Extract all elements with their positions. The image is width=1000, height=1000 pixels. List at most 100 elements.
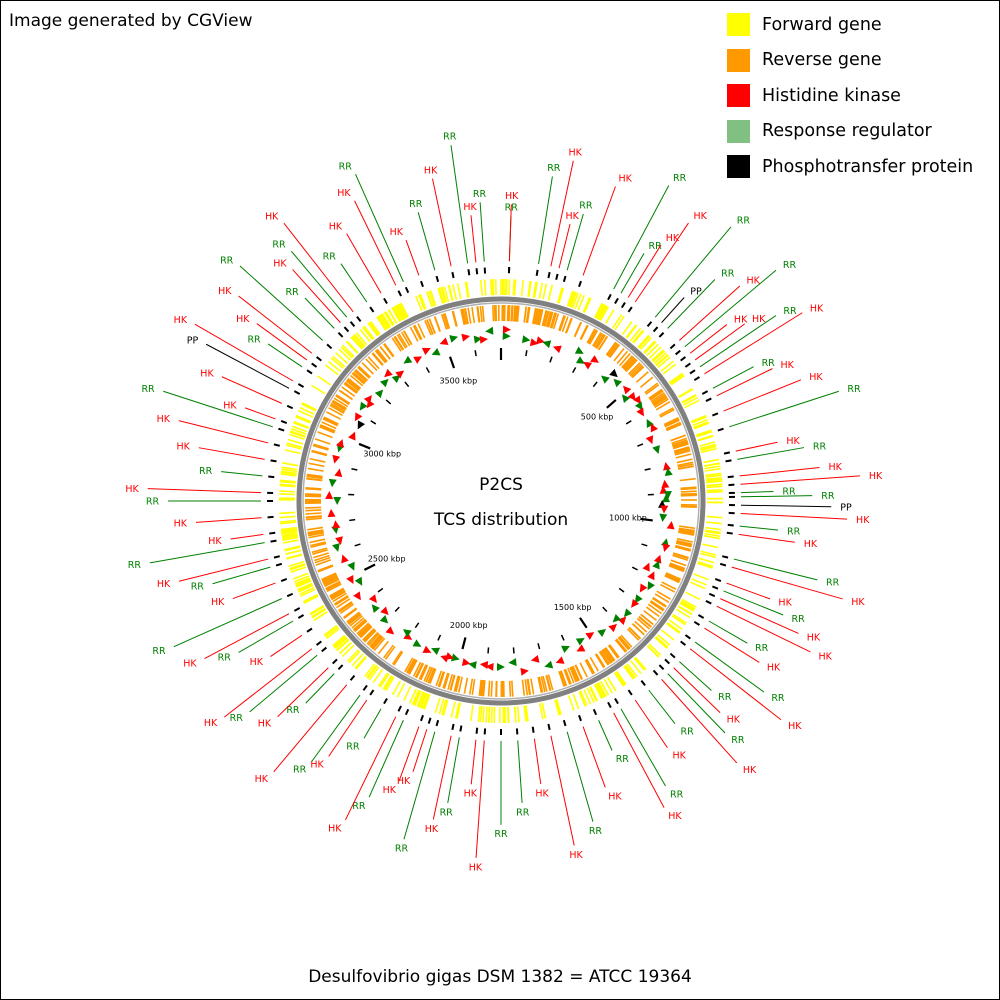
reverse-gene-mark bbox=[332, 592, 347, 603]
reverse-gene-mark bbox=[628, 362, 641, 375]
reverse-gene-mark bbox=[547, 674, 554, 691]
hk-marker bbox=[653, 554, 662, 564]
feature-callout-line bbox=[304, 297, 335, 329]
reverse-gene-mark bbox=[306, 475, 323, 480]
forward-gene-mark bbox=[293, 575, 310, 583]
forward-gene-mark bbox=[346, 649, 360, 662]
reverse-gene-mark bbox=[309, 538, 326, 544]
forward-gene-mark bbox=[317, 375, 332, 386]
forward-gene-mark bbox=[691, 416, 707, 424]
hk-marker bbox=[479, 661, 489, 669]
minor-tick bbox=[385, 399, 392, 405]
forward-gene-mark bbox=[704, 530, 721, 535]
reverse-gene-mark bbox=[383, 343, 394, 358]
forward-gene-mark bbox=[524, 705, 529, 722]
hk-marker bbox=[363, 395, 372, 404]
reverse-gene-mark bbox=[333, 595, 349, 605]
feature-callout-line bbox=[582, 186, 616, 276]
reverse-gene-mark bbox=[357, 623, 371, 636]
minor-tick bbox=[351, 468, 358, 471]
reverse-gene-mark bbox=[510, 305, 513, 322]
feature-callout-line bbox=[708, 620, 748, 644]
forward-gene-mark bbox=[491, 279, 494, 296]
forward-gene-mark bbox=[289, 431, 306, 438]
hk-marker bbox=[353, 591, 361, 601]
rr-marker bbox=[333, 497, 342, 505]
feature-callout-line bbox=[149, 542, 265, 564]
forward-gene-mark bbox=[705, 521, 722, 525]
feature-label: HK bbox=[174, 315, 188, 326]
reverse-gene-mark bbox=[345, 380, 360, 392]
reverse-gene-mark bbox=[449, 674, 456, 691]
reverse-gene-mark bbox=[379, 346, 391, 360]
reverse-gene-mark bbox=[330, 589, 345, 599]
forward-gene-mark bbox=[295, 578, 311, 587]
forward-gene-mark bbox=[651, 349, 665, 362]
forward-gene-mark bbox=[637, 334, 650, 348]
feature-callout-line bbox=[729, 390, 839, 428]
reverse-gene-mark bbox=[622, 356, 635, 370]
feature-ring-tick bbox=[349, 321, 356, 327]
feature-label: RR bbox=[409, 199, 423, 210]
forward-gene-mark bbox=[605, 309, 615, 324]
feature-callout-line bbox=[470, 739, 477, 785]
minor-tick bbox=[549, 356, 553, 363]
reverse-gene-mark bbox=[334, 596, 349, 606]
reverse-gene-mark bbox=[463, 677, 469, 694]
forward-gene-mark bbox=[280, 470, 297, 475]
forward-gene-mark bbox=[417, 691, 426, 708]
feature-label: RR bbox=[648, 241, 662, 252]
feature-label: HK bbox=[337, 188, 351, 199]
feature-callout-line bbox=[212, 566, 271, 585]
forward-gene-mark bbox=[594, 302, 603, 318]
rr-marker bbox=[634, 401, 643, 411]
feature-label: HK bbox=[856, 515, 870, 526]
feature-callout-line bbox=[475, 740, 485, 858]
reverse-gene-mark bbox=[460, 308, 466, 325]
feature-label: HK bbox=[569, 850, 583, 861]
hk-marker bbox=[502, 325, 511, 334]
minor-tick bbox=[370, 420, 377, 425]
reverse-gene-mark bbox=[674, 447, 690, 453]
forward-gene-mark bbox=[662, 363, 677, 375]
forward-gene-mark bbox=[538, 282, 544, 299]
feature-label: HK bbox=[425, 824, 439, 835]
feature-ring-tick bbox=[535, 269, 539, 276]
forward-gene-mark bbox=[450, 701, 456, 718]
forward-gene-mark bbox=[284, 545, 301, 551]
feature-label: HK bbox=[383, 785, 397, 796]
feature-label: HK bbox=[157, 579, 171, 590]
feature-callout-line bbox=[620, 708, 666, 787]
feature-callout-line bbox=[740, 513, 848, 520]
feature-ring-tick bbox=[680, 640, 687, 646]
feature-label: HK bbox=[157, 414, 171, 425]
feature-ring-tick bbox=[297, 614, 305, 619]
feature-label: HK bbox=[727, 714, 741, 725]
reverse-gene-mark bbox=[315, 559, 332, 566]
reverse-gene-mark bbox=[674, 449, 691, 456]
feature-ring-tick bbox=[459, 725, 463, 732]
feature-label: HK bbox=[328, 824, 342, 835]
rr-marker bbox=[663, 491, 672, 500]
feature-ring-tick bbox=[383, 697, 388, 705]
feature-label: PP bbox=[840, 502, 852, 513]
rr-marker bbox=[431, 348, 441, 356]
rr-marker bbox=[601, 375, 610, 384]
feature-label: RR bbox=[847, 384, 861, 395]
reverse-gene-mark bbox=[680, 490, 697, 493]
forward-gene-mark bbox=[696, 431, 713, 438]
reverse-gene-swatch bbox=[727, 48, 750, 72]
feature-callout-line bbox=[194, 323, 294, 382]
reverse-gene-mark bbox=[532, 307, 537, 324]
rr-marker bbox=[561, 645, 571, 654]
reverse-gene-mark bbox=[366, 631, 379, 645]
forward-gene-mark bbox=[353, 334, 365, 348]
reverse-gene-mark bbox=[514, 305, 517, 322]
reverse-gene-mark bbox=[419, 664, 428, 680]
reverse-gene-mark bbox=[331, 401, 347, 411]
reverse-gene-mark bbox=[675, 542, 692, 548]
forward-gene-mark bbox=[279, 490, 296, 493]
forward-gene-mark bbox=[397, 303, 407, 319]
forward-gene-mark bbox=[539, 703, 544, 720]
reverse-gene-mark bbox=[377, 640, 389, 655]
